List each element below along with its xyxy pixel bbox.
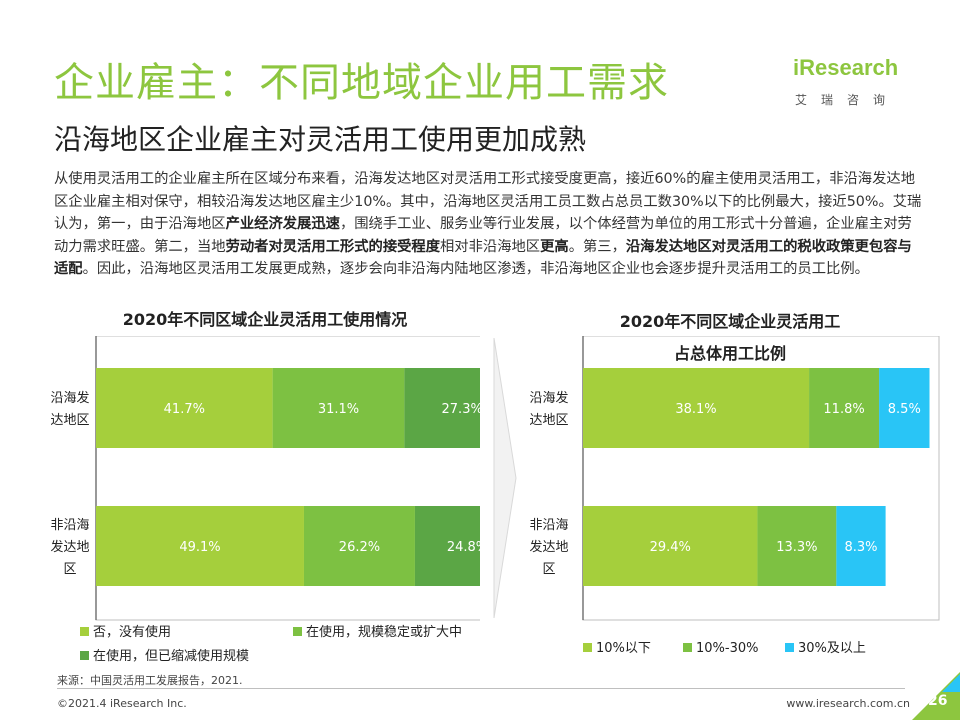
page-subtitle: 沿海地区企业雇主对灵活用工使用更加成熟 xyxy=(54,123,587,156)
chart1-title: 2020年不同区域企业灵活用工使用情况 xyxy=(122,310,408,329)
category-label: 非沿海 xyxy=(529,518,568,533)
transition-arrow-icon xyxy=(493,338,517,618)
bar-segment xyxy=(414,506,480,586)
data-label: 11.8% xyxy=(823,402,864,417)
legend-swatch xyxy=(785,643,794,652)
legend-label: 否，没有使用 xyxy=(93,624,171,640)
legend-swatch xyxy=(293,627,302,636)
bar-segment xyxy=(879,368,930,448)
footer-divider xyxy=(57,688,905,689)
category-label: 发达地 xyxy=(529,539,568,555)
data-label: 29.4% xyxy=(650,540,691,555)
paragraph-text-4: 。第三， xyxy=(568,238,626,255)
legend-label: 30%及以上 xyxy=(798,641,866,656)
legend-label: 10%以下 xyxy=(596,641,651,656)
data-label: 13.3% xyxy=(776,540,817,555)
paragraph-bold-4: 沿海发达地区对灵活用工的税收政策更包容与适配 xyxy=(54,238,912,278)
paragraph-bold-3: 更高 xyxy=(540,238,569,255)
chart1-usage-by-region: 沿海发达地区 41.7% 31.1% 27.3% 非沿海发达地区 49.1% 26.2% 24… xyxy=(50,336,480,664)
page-number: 26 xyxy=(928,693,948,709)
data-label: 27.3% xyxy=(442,402,480,417)
bar-segment xyxy=(757,506,837,586)
website-link[interactable]: www.iresearch.com.cn xyxy=(786,697,910,710)
paragraph-text-5: 。因此，沿海地区灵活用工发展更成熟，逐步会向非沿海内陆地区渗透，非沿海地区企业也… xyxy=(82,261,869,277)
data-label: 31.1% xyxy=(318,402,359,417)
source-note: 来源：中国灵活用工发展报告，2021. xyxy=(57,674,243,687)
category-label: 沿海发 xyxy=(50,390,89,406)
data-label: 26.2% xyxy=(339,540,380,555)
bar-segment xyxy=(96,368,273,448)
logo-text: iResearch xyxy=(793,55,899,80)
category-label: 区 xyxy=(542,562,555,577)
paragraph-text-3: 相对非沿海地区 xyxy=(440,238,541,255)
category-label: 沿海发 xyxy=(529,390,568,406)
data-label: 38.1% xyxy=(675,402,716,417)
chart2-title: 2020年不同区域企业灵活用工 占总体用工比例 xyxy=(580,306,880,370)
logo-cn-text: 艾瑞咨询 xyxy=(795,93,900,107)
bar-segment xyxy=(303,506,415,586)
category-label: 达地区 xyxy=(50,413,89,428)
summary-paragraph: 从使用灵活用工的企业雇主所在区域分布来看，沿海发达地区对灵活用工形式接受度更高，… xyxy=(54,168,924,281)
chart2-title-line-2: 占总体用工比例 xyxy=(673,344,786,363)
paragraph-text-1: 从使用灵活用工的企业雇主所在区域分布来看，沿海发达地区对灵活用工形式接受度更高，… xyxy=(54,171,922,232)
data-label: 8.3% xyxy=(844,540,877,555)
iresearch-logo: iResearch 艾瑞咨询 xyxy=(793,55,913,115)
chart2-title-line-1: 2020年不同区域企业灵活用工 xyxy=(619,312,841,331)
corner-decoration xyxy=(912,672,960,720)
paragraph-bold-1: 产业经济发展迅速 xyxy=(225,216,340,232)
legend-swatch xyxy=(583,643,592,652)
page-title: 企业雇主：不同地域企业用工需求 xyxy=(54,60,669,106)
bar-segment xyxy=(583,506,758,586)
bar-segment xyxy=(96,506,304,586)
chart2-share-of-workforce: 沿海发达地区 38.1% 11.8% 8.5% 非沿海发达地区 29.4% 13.3% 8.3… xyxy=(529,336,940,656)
legend-label: 10%-30% xyxy=(696,641,758,656)
legend-swatch xyxy=(80,651,89,660)
bar-segment xyxy=(809,368,880,448)
copyright-text: ©2021.4 iResearch Inc. xyxy=(57,697,187,710)
category-label: 达地区 xyxy=(529,413,568,428)
legend-swatch xyxy=(80,627,89,636)
data-label: 24.8% xyxy=(447,540,480,555)
legend-label: 在使用，但已缩减使用规模 xyxy=(93,648,249,664)
data-label: 49.1% xyxy=(179,540,220,555)
bar-segment xyxy=(836,506,886,586)
data-label: 41.7% xyxy=(164,402,205,417)
legend-label: 在使用，规模稳定或扩大中 xyxy=(306,624,462,640)
category-label: 区 xyxy=(63,562,76,577)
legend-swatch xyxy=(683,643,692,652)
category-label: 发达地 xyxy=(50,539,89,555)
paragraph-bold-2: 劳动者对灵活用工形式的接受程度 xyxy=(225,238,441,255)
bar-segment xyxy=(272,368,405,448)
bar-segment xyxy=(583,368,810,448)
bar-segment xyxy=(404,368,480,448)
paragraph-text-2: ，围绕手工业、服务业等行业发展，以个体经营为单位的用工形式十分普遍，企业雇主对劳… xyxy=(54,216,912,255)
data-label: 8.5% xyxy=(888,402,921,417)
category-label: 非沿海 xyxy=(50,518,89,533)
